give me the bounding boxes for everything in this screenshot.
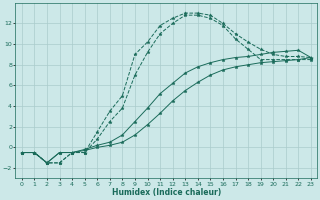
X-axis label: Humidex (Indice chaleur): Humidex (Indice chaleur) <box>112 188 221 197</box>
